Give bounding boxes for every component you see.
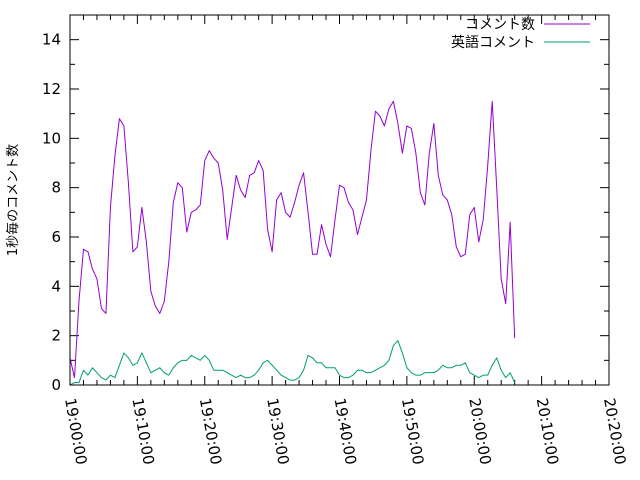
y-tick-label: 6 xyxy=(51,228,61,246)
legend-label: 英語コメント xyxy=(451,34,535,51)
y-axis-label: 1秒毎のコメント数 xyxy=(5,144,21,256)
y-tick-label: 8 xyxy=(51,179,61,197)
plot-border xyxy=(69,14,610,386)
y-tick-label: 2 xyxy=(51,327,61,345)
y-tick-label: 12 xyxy=(42,80,61,98)
y-tick-label: 0 xyxy=(51,376,61,394)
legend-label: コメント数 xyxy=(465,17,535,33)
axis-ticks xyxy=(69,14,610,386)
x-tick-labels: 19:00:00 19:10:00 19:20:00 19:30:00 19:40:00… xyxy=(61,397,629,466)
series-line-1 xyxy=(69,340,516,386)
series-layer xyxy=(69,100,516,386)
y-tick-label: 10 xyxy=(42,129,61,147)
y-tick-label: 4 xyxy=(51,277,61,295)
y-tick-label: 14 xyxy=(42,31,61,49)
y-tick-labels: 0 2 4 6 8 10 12 14 xyxy=(42,31,61,394)
series-line-0 xyxy=(69,100,516,379)
